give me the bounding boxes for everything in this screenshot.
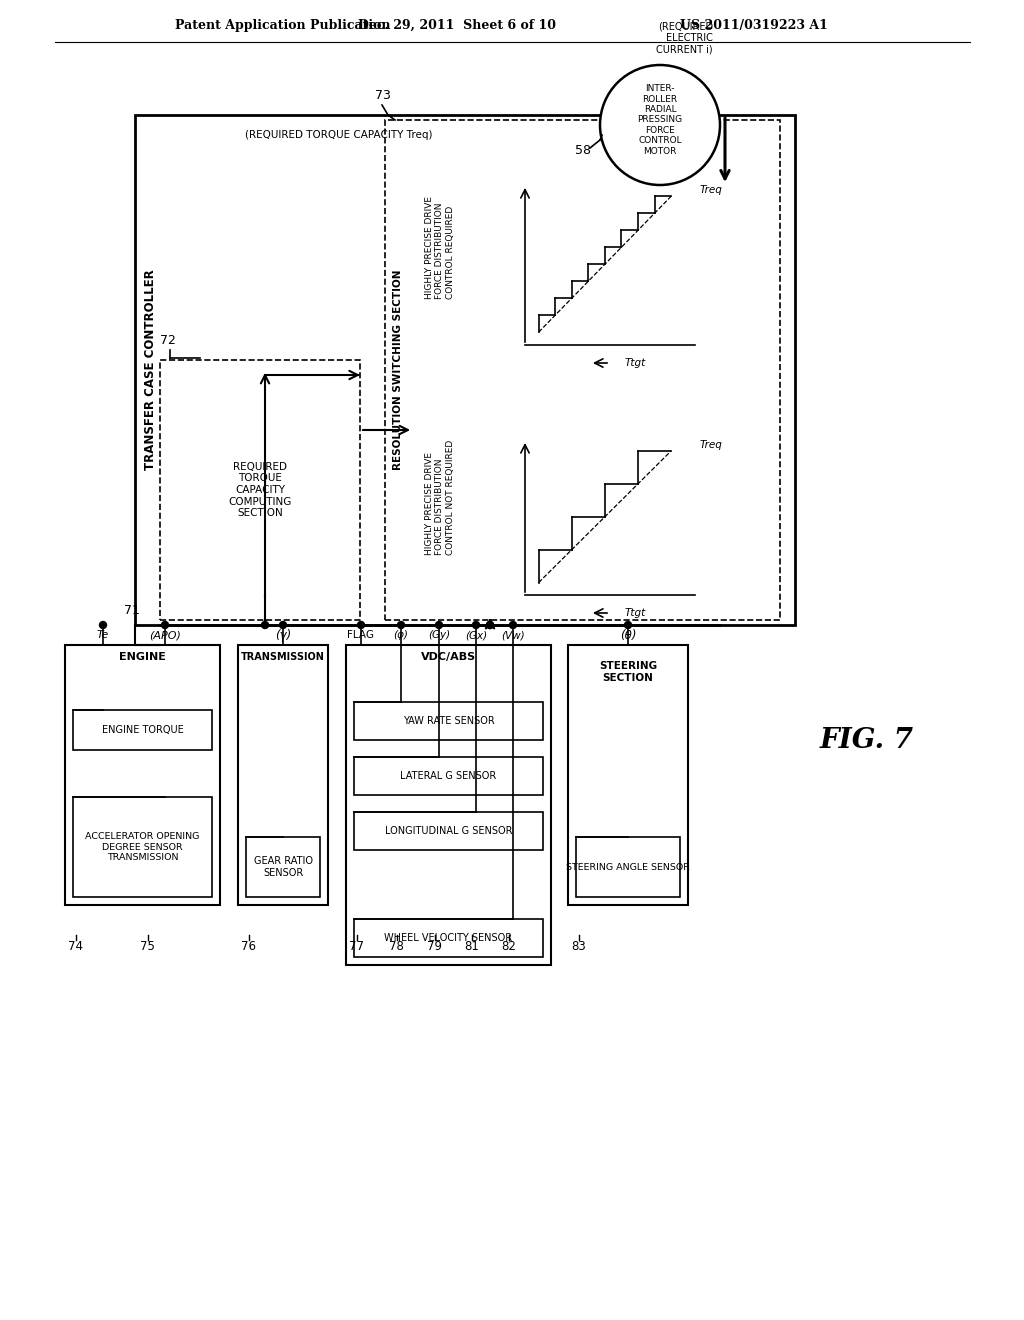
Circle shape xyxy=(162,622,169,628)
Text: 82: 82 xyxy=(501,940,516,953)
Text: (APO): (APO) xyxy=(150,630,181,640)
Text: Treq: Treq xyxy=(700,185,723,195)
Text: 79: 79 xyxy=(427,940,442,953)
Text: (φ): (φ) xyxy=(393,630,409,640)
Text: 72: 72 xyxy=(160,334,176,347)
Bar xyxy=(73,797,212,898)
Bar xyxy=(238,645,328,906)
Circle shape xyxy=(472,622,479,628)
Circle shape xyxy=(99,622,106,628)
Text: Treq: Treq xyxy=(700,440,723,450)
Text: 58: 58 xyxy=(575,144,591,157)
Bar xyxy=(385,120,780,620)
Text: ENGINE TORQUE: ENGINE TORQUE xyxy=(101,725,183,735)
Text: US 2011/0319223 A1: US 2011/0319223 A1 xyxy=(680,18,827,32)
Bar xyxy=(575,837,680,898)
Text: (REQUIRED
ELECTRIC
CURRENT i): (REQUIRED ELECTRIC CURRENT i) xyxy=(656,22,713,55)
Text: HIGHLY PRECISE DRIVE
FORCE DISTRIBUTION
CONTROL REQUIRED: HIGHLY PRECISE DRIVE FORCE DISTRIBUTION … xyxy=(425,197,455,300)
Text: INTER-
ROLLER
RADIAL
PRESSING
FORCE
CONTROL
MOTOR: INTER- ROLLER RADIAL PRESSING FORCE CONT… xyxy=(637,84,683,156)
Circle shape xyxy=(625,622,632,628)
Text: YAW RATE SENSOR: YAW RATE SENSOR xyxy=(402,715,495,726)
Circle shape xyxy=(600,65,720,185)
Circle shape xyxy=(280,622,287,628)
Circle shape xyxy=(510,622,516,628)
Text: ACCELERATOR OPENING
DEGREE SENSOR
TRANSMISSION: ACCELERATOR OPENING DEGREE SENSOR TRANSM… xyxy=(85,832,200,862)
Bar xyxy=(160,360,360,620)
Circle shape xyxy=(357,622,365,628)
Text: (REQUIRED TORQUE CAPACITY Treq): (REQUIRED TORQUE CAPACITY Treq) xyxy=(245,129,432,140)
Text: STEERING ANGLE SENSOR: STEERING ANGLE SENSOR xyxy=(566,862,690,871)
Circle shape xyxy=(261,622,268,628)
Text: (Gx): (Gx) xyxy=(465,630,487,640)
Text: (Gy): (Gy) xyxy=(428,630,451,640)
Text: Dec. 29, 2011  Sheet 6 of 10: Dec. 29, 2011 Sheet 6 of 10 xyxy=(358,18,556,32)
Text: TRANSMISSION: TRANSMISSION xyxy=(241,652,325,663)
Text: WHEEL VELOCITY SENSOR: WHEEL VELOCITY SENSOR xyxy=(384,933,513,942)
Text: 73: 73 xyxy=(375,88,391,102)
Bar xyxy=(65,645,220,906)
Text: TRANSFER CASE CONTROLLER: TRANSFER CASE CONTROLLER xyxy=(143,269,157,470)
Text: 74: 74 xyxy=(68,940,83,953)
Text: FIG. 7: FIG. 7 xyxy=(820,726,914,754)
Text: ENGINE: ENGINE xyxy=(119,652,166,663)
Bar xyxy=(354,812,543,850)
Bar xyxy=(346,645,551,965)
Text: (γ): (γ) xyxy=(274,628,291,642)
Text: FLAG: FLAG xyxy=(347,630,375,640)
Text: Ttgt: Ttgt xyxy=(625,609,646,618)
Bar xyxy=(135,115,795,624)
Text: (θ): (θ) xyxy=(620,628,636,642)
Bar xyxy=(246,837,319,898)
Text: LONGITUDINAL G SENSOR: LONGITUDINAL G SENSOR xyxy=(385,826,512,836)
Text: LATERAL G SENSOR: LATERAL G SENSOR xyxy=(400,771,497,781)
Circle shape xyxy=(435,622,442,628)
Circle shape xyxy=(486,622,494,628)
Text: RESOLUTION SWITCHING SECTION: RESOLUTION SWITCHING SECTION xyxy=(393,269,403,470)
Text: Ttgt: Ttgt xyxy=(625,358,646,368)
Text: STEERING
SECTION: STEERING SECTION xyxy=(599,661,657,682)
Text: REQUIRED
TORQUE
CAPACITY
COMPUTING
SECTION: REQUIRED TORQUE CAPACITY COMPUTING SECTI… xyxy=(228,462,292,519)
Bar xyxy=(568,645,688,906)
Text: 78: 78 xyxy=(389,940,403,953)
Text: 75: 75 xyxy=(140,940,155,953)
Circle shape xyxy=(486,622,494,628)
Bar xyxy=(354,919,543,957)
Text: HIGHLY PRECISE DRIVE
FORCE DISTRIBUTION
CONTROL NOT REQUIRED: HIGHLY PRECISE DRIVE FORCE DISTRIBUTION … xyxy=(425,440,455,556)
Text: Patent Application Publication: Patent Application Publication xyxy=(175,18,390,32)
Bar xyxy=(73,710,212,750)
Text: 83: 83 xyxy=(571,940,586,953)
Text: VDC/ABS: VDC/ABS xyxy=(421,652,476,663)
Text: Te: Te xyxy=(97,630,110,640)
Bar xyxy=(354,756,543,795)
Text: 81: 81 xyxy=(464,940,479,953)
Text: 77: 77 xyxy=(349,940,364,953)
Bar xyxy=(354,702,543,741)
Text: 76: 76 xyxy=(241,940,256,953)
Circle shape xyxy=(397,622,404,628)
Text: GEAR RATIO
SENSOR: GEAR RATIO SENSOR xyxy=(254,857,312,878)
Text: (Vw): (Vw) xyxy=(501,630,525,640)
Text: 71: 71 xyxy=(124,605,140,616)
